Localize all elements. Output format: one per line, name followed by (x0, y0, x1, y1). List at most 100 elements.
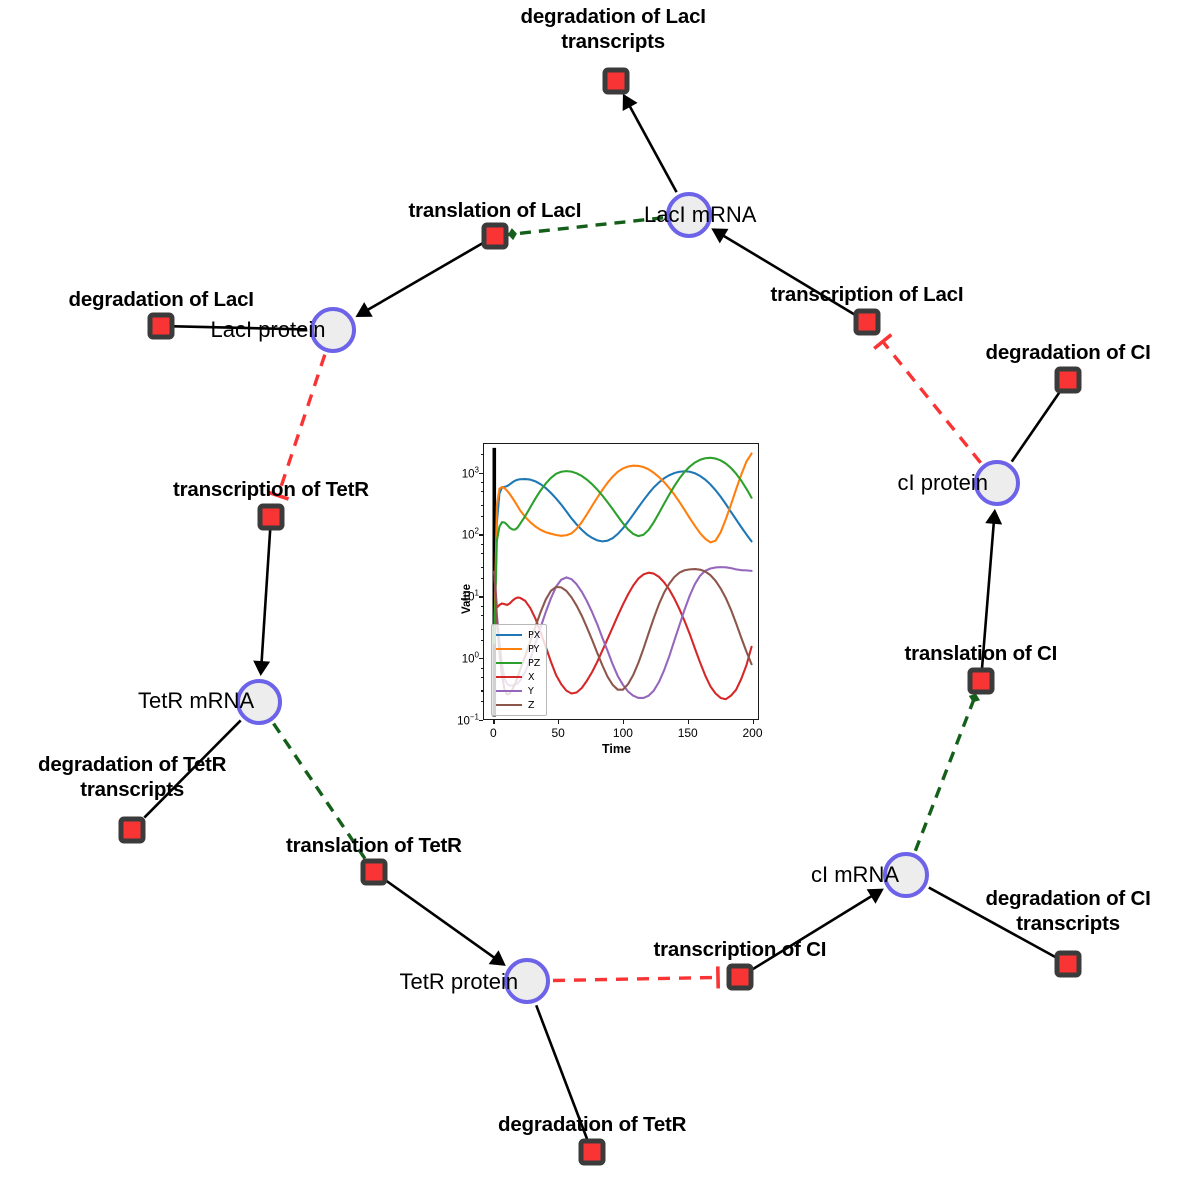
chart-ytick-minor (480, 614, 483, 616)
legend-label: PZ (528, 657, 541, 669)
chart-plot-area: PX PY PZ X Y Z (483, 443, 759, 720)
reaction-node-trl_ci[interactable] (967, 667, 995, 695)
arrowhead-icon (622, 93, 638, 111)
chart-xtick-mark (558, 720, 560, 724)
edge-ci_prot-to-trc_laci (881, 340, 982, 464)
edge-tetr_mrna-to-trl_tetr (272, 722, 367, 861)
edge-trl_ci-to-ci_prot (980, 520, 996, 669)
chart-ytick-minor (480, 491, 483, 493)
chart-ytick-minor (480, 667, 483, 669)
legend-label: PX (528, 629, 541, 641)
reaction-node-trc_tetr[interactable] (257, 503, 285, 531)
catalysis-diamond-icon (507, 228, 517, 241)
reaction-node-deg_laci_transcripts[interactable] (602, 67, 630, 95)
chart-ytick-minor (480, 504, 483, 506)
arrowhead-icon (866, 888, 884, 904)
arrowhead-icon (711, 228, 729, 244)
species-node-ci_mrna[interactable] (883, 852, 929, 898)
edge-ci_mrna-to-trl_ci (913, 693, 978, 852)
reaction-node-trl_laci[interactable] (481, 222, 509, 250)
chart-ytick-1: 100 (461, 650, 479, 666)
reaction-label-trc_laci: transcription of LacI (770, 283, 964, 306)
chart-xtick-mark (493, 720, 495, 724)
chart-legend-item-Y: Y (496, 684, 540, 698)
legend-swatch-icon (496, 676, 522, 678)
chart-ytick-minor (480, 690, 483, 692)
edge-laci_mrna-to-deg_laci_transcripts (627, 103, 678, 193)
edge-laci_mrna-to-trl_laci (507, 216, 664, 237)
edge-tetr_prot-to-trc_ci (552, 975, 719, 983)
reaction-node-deg_tetr_transcripts[interactable] (118, 816, 146, 844)
chart-xtick-0: 0 (490, 726, 497, 740)
chart-ytick-minor (480, 566, 483, 568)
legend-label: Y (528, 685, 534, 697)
legend-swatch-icon (496, 634, 522, 636)
edge-trc_ci-to-ci_mrna (752, 893, 875, 971)
reaction-node-trc_laci[interactable] (853, 308, 881, 336)
arrowhead-icon (985, 508, 1003, 525)
chart-legend-item-PY: PY (496, 642, 540, 656)
edge-trl_tetr-to-tetr_prot (385, 879, 497, 961)
edge-ci_mrna-to-deg_ci_transcripts (928, 886, 1056, 959)
species-label-ci_prot: cI protein (897, 470, 989, 495)
edge-tetr_prot-to-deg_tetr (535, 1004, 589, 1140)
inhibition-tee-icon (267, 490, 290, 501)
reaction-label-deg_laci: degradation of LacI (68, 288, 254, 311)
chart-series-PY (493, 452, 753, 641)
legend-swatch-icon (496, 690, 522, 692)
reaction-label-deg_ci_transcripts: degradation of CI transcripts (985, 887, 1151, 935)
species-node-laci_mrna[interactable] (666, 192, 712, 238)
species-node-laci_prot[interactable] (310, 307, 356, 353)
reaction-node-deg_tetr[interactable] (578, 1138, 606, 1166)
inhibition-tee-icon (873, 333, 893, 350)
chart-xtick-mark (687, 720, 690, 724)
chart-ytick-minor (480, 543, 483, 546)
chart-legend-item-PZ: PZ (496, 656, 540, 670)
species-label-laci_prot: LacI protein (210, 317, 326, 342)
reaction-label-deg_ci: degradation of CI (985, 341, 1151, 364)
arrowhead-icon (355, 302, 373, 317)
chart-ytick-minor (480, 676, 483, 678)
species-node-tetr_mrna[interactable] (236, 679, 282, 725)
reaction-node-deg_ci[interactable] (1054, 366, 1082, 394)
reaction-label-deg_laci_transcripts: degradation of LacI transcripts (520, 5, 706, 53)
species-node-tetr_prot[interactable] (504, 958, 550, 1004)
chart-ytick-minor (480, 628, 483, 630)
reaction-label-trl_laci: translation of LacI (408, 199, 582, 222)
reaction-label-deg_tetr: degradation of TetR (498, 1113, 687, 1136)
legend-label: PY (528, 643, 540, 655)
chart-ytick-minor (480, 605, 483, 607)
reaction-label-deg_tetr_transcripts: degradation of TetR transcripts (38, 753, 227, 801)
edge-trl_laci-to-laci_prot (365, 242, 483, 313)
chart-ytick-minor (480, 515, 483, 517)
chart-ytick-mark (479, 596, 483, 598)
reaction-node-trc_ci[interactable] (726, 963, 754, 991)
species-node-ci_prot[interactable] (974, 460, 1020, 506)
chart-xtick-2: 100 (612, 726, 633, 740)
chart-xtick-3: 150 (677, 726, 698, 740)
arrowhead-icon (253, 660, 271, 677)
chart-ytick-2: 101 (461, 588, 479, 604)
legend-swatch-icon (496, 648, 522, 650)
chart-legend: PX PY PZ X Y Z (491, 624, 548, 716)
reaction-label-trl_ci: translation of CI (904, 642, 1058, 665)
chart-ytick-minor (480, 553, 483, 555)
reaction-label-trl_tetr: translation of TetR (286, 834, 462, 857)
simulation-timecourse-chart: Value PX PY PZ X Y Z Time 10−1 100 101 102 103 0 50… (457, 431, 769, 756)
chart-legend-item-X: X (496, 670, 540, 684)
chart-ytick-4: 103 (461, 465, 479, 480)
edge-trc_tetr-to-tetr_mrna (260, 529, 272, 665)
edge-ci_prot-to-deg_ci (1010, 391, 1061, 463)
arrowhead-icon (488, 950, 506, 966)
reaction-node-deg_ci_transcripts[interactable] (1054, 950, 1082, 978)
chart-series-X (493, 570, 753, 701)
chart-legend-item-Z: Z (496, 698, 540, 712)
chart-ytick-minor (480, 453, 483, 455)
edge-trc_laci-to-laci_mrna (720, 233, 855, 316)
reaction-node-deg_laci[interactable] (147, 312, 175, 340)
reaction-node-trl_tetr[interactable] (360, 858, 388, 886)
legend-label: X (528, 671, 535, 683)
legend-swatch-icon (496, 662, 522, 664)
